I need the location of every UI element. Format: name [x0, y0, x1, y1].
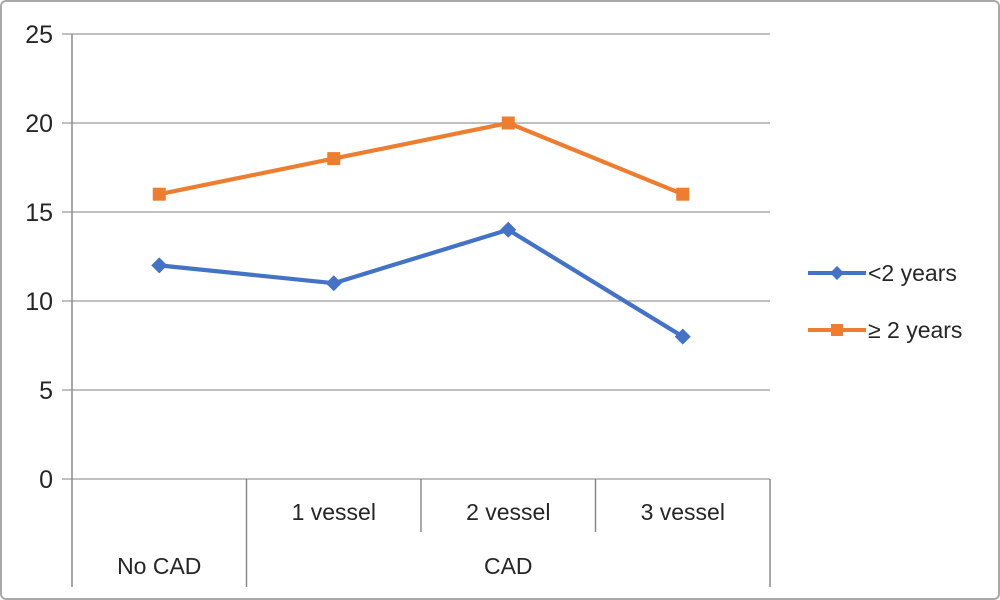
group-label: CAD — [484, 553, 533, 579]
y-tick-label: 25 — [25, 21, 53, 49]
data-point-marker — [676, 187, 690, 201]
y-tick-label: 15 — [25, 199, 53, 227]
category-label: 1 vessel — [292, 499, 376, 525]
y-tick-label: 5 — [39, 377, 53, 405]
legend-label: ≥ 2 years — [868, 316, 963, 343]
data-point-marker — [500, 221, 517, 238]
data-point-marker — [151, 257, 168, 274]
group-label: No CAD — [117, 553, 201, 579]
series-line-0 — [157, 227, 685, 339]
y-tick-label: 20 — [25, 110, 53, 138]
legend-line-square-icon — [808, 324, 866, 336]
legend: <2 years ≥ 2 years — [808, 256, 962, 347]
data-point-marker — [327, 152, 341, 166]
series-line-1 — [157, 120, 685, 197]
data-point-marker — [501, 116, 515, 130]
category-label: 3 vessel — [641, 499, 725, 525]
data-point-marker — [325, 275, 342, 292]
legend-label: <2 years — [868, 259, 957, 286]
legend-item-lt-2-years: <2 years — [808, 256, 962, 290]
y-tick-label: 10 — [25, 288, 53, 316]
data-point-marker — [674, 328, 691, 345]
y-tick-label: 0 — [39, 466, 53, 494]
legend-line-diamond-icon — [808, 266, 866, 280]
legend-item-gte-2-years: ≥ 2 years — [808, 313, 962, 347]
data-point-marker — [152, 187, 166, 201]
category-label: 2 vessel — [466, 499, 550, 525]
